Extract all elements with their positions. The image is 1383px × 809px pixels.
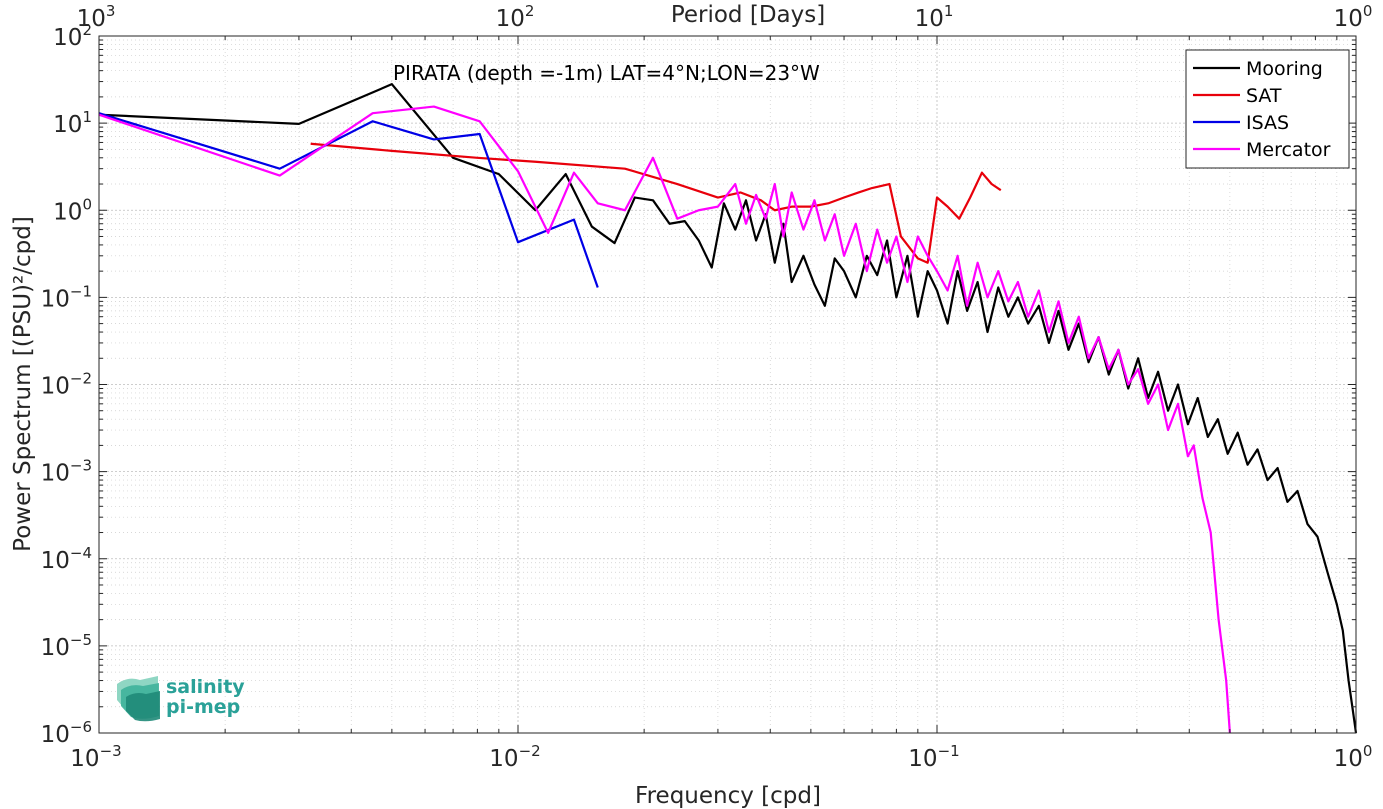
y-tick-label: 10−2 (41, 370, 92, 400)
minor-grid (99, 36, 1356, 733)
y-axis-title: Power Spectrum [(PSU)²/cpd] (10, 216, 36, 552)
series-line-mooring (98, 83, 1358, 734)
series-line-sat (310, 142, 1002, 264)
y-tick-label: 10−1 (41, 282, 92, 312)
salinity-pi-mep-logo: salinity pi-mep (117, 676, 245, 722)
legend-items: Mooring SAT ISAS Mercator (1193, 58, 1331, 161)
logo-wave-icon (117, 676, 160, 722)
legend-label-mercator: Mercator (1246, 139, 1331, 161)
x-tick-label: 10−1 (908, 742, 959, 772)
y-tick-label: 10−6 (41, 718, 92, 748)
legend: Mooring SAT ISAS Mercator (1185, 49, 1350, 169)
series-line-isas (98, 112, 599, 288)
series-layer (98, 83, 1358, 734)
y-tick-labels: 102 101 100 10−1 10−2 10−3 10−4 10−5 10−6 (41, 21, 92, 748)
legend-label-isas: ISAS (1246, 112, 1289, 134)
top-tick-labels: 103 102 101 100 (77, 2, 1373, 32)
x-tick-labels: 10−3 10−2 10−1 100 (70, 742, 1372, 772)
y-tick-label: 10−3 (41, 457, 92, 487)
x-axis-title: Frequency [cpd] (635, 783, 821, 809)
series-line-mercator (98, 105, 1231, 734)
top-axis-title: Period [Days] (671, 2, 825, 28)
x-tick-label: 10−2 (489, 742, 540, 772)
logo-text-line2: pi-mep (166, 696, 240, 718)
plot-annotation: PIRATA (depth =-1m) LAT=4°N;LON=23°W (393, 61, 820, 85)
top-tick-label: 103 (77, 2, 116, 32)
legend-label-sat: SAT (1246, 85, 1282, 107)
axis-ticks (98, 35, 1357, 734)
y-tick-label: 10−5 (41, 631, 92, 661)
logo-text-line1: salinity (166, 676, 245, 698)
legend-label-mooring: Mooring (1246, 58, 1323, 80)
y-tick-label: 100 (53, 195, 92, 225)
y-tick-label: 102 (53, 21, 92, 51)
y-tick-label: 10−4 (41, 544, 92, 574)
top-tick-label: 101 (915, 2, 954, 32)
y-tick-label: 101 (53, 108, 92, 138)
x-tick-label: 100 (1334, 742, 1373, 772)
top-tick-label: 100 (1334, 2, 1373, 32)
top-tick-label: 102 (496, 2, 535, 32)
x-tick-label: 10−3 (70, 742, 121, 772)
